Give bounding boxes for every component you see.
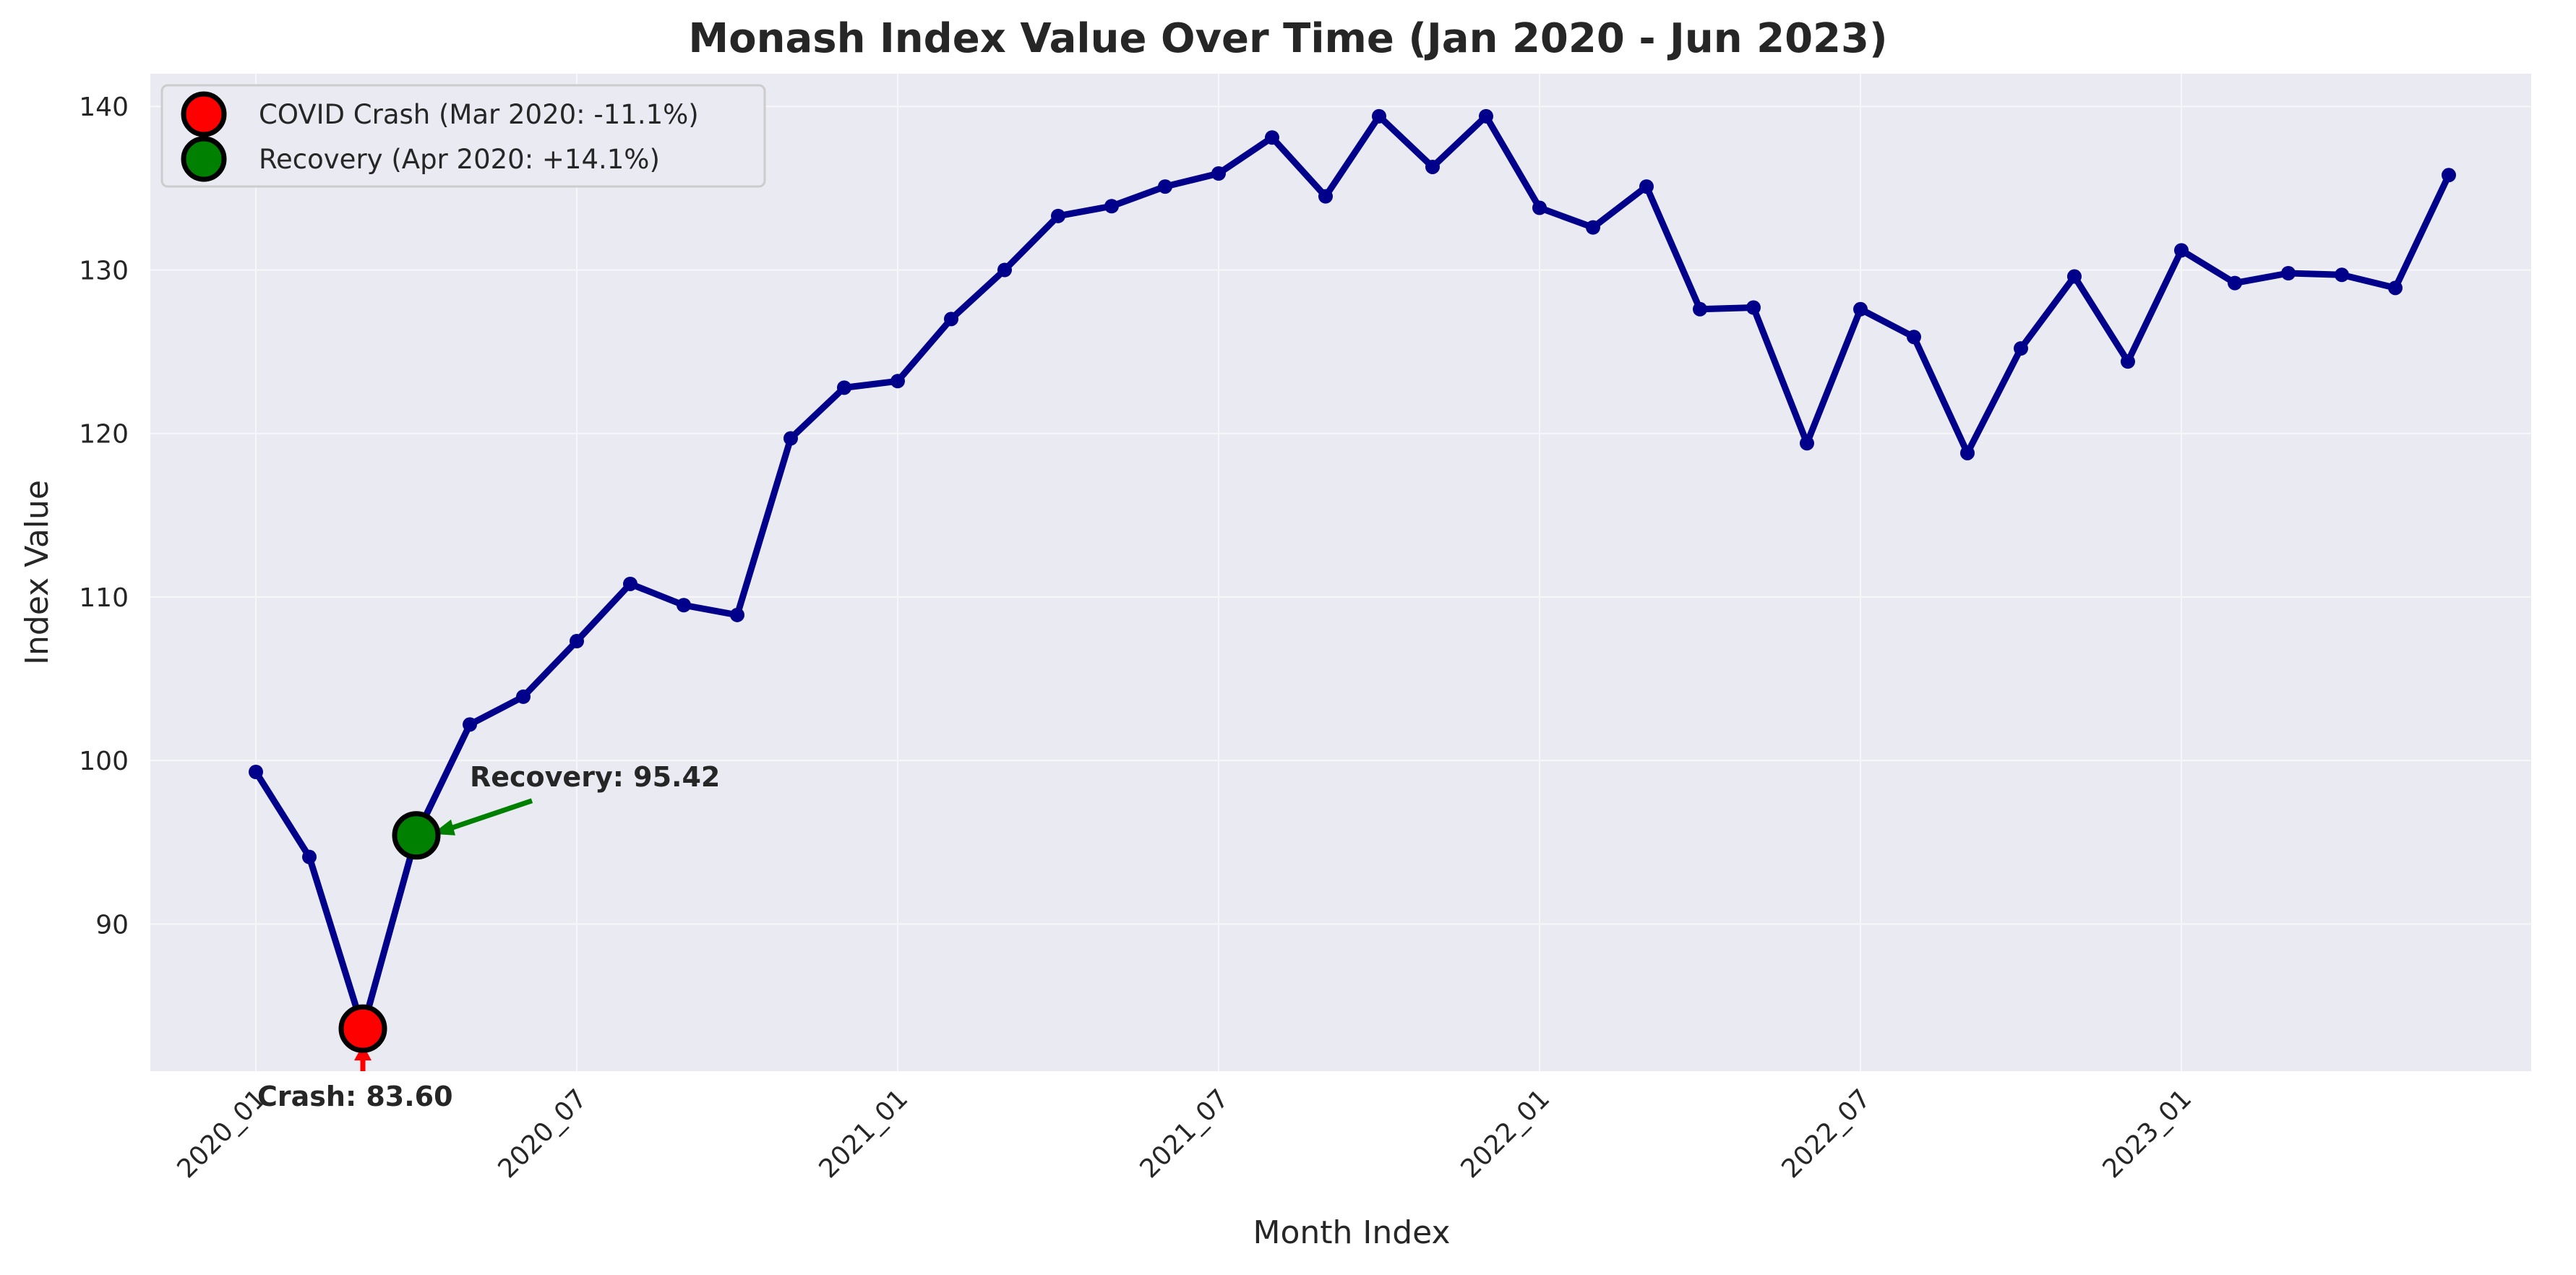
event-markers (338, 811, 441, 1053)
data-point (1211, 166, 1226, 181)
data-point (463, 717, 477, 732)
legend-box (160, 84, 766, 188)
x-tick-label: 2021_01 (813, 1083, 914, 1184)
data-point (1907, 330, 1921, 345)
data-point (1746, 300, 1761, 315)
legend: COVID Crash (Mar 2020: -11.1%) Recovery (… (160, 84, 766, 188)
recovery-annotation-label: Recovery: 95.42 (470, 761, 720, 793)
data-point (1853, 301, 1868, 317)
data-point (2281, 266, 2296, 280)
legend-recovery-label: Recovery (Apr 2020: +14.1%) (259, 144, 660, 175)
y-tick-label: 110 (79, 583, 129, 613)
y-axis-ticks: 90 100 110 120 130 140 (79, 93, 129, 940)
series-line (252, 113, 2452, 1032)
y-tick-label: 140 (79, 93, 129, 122)
data-point (2014, 341, 2028, 356)
data-point (1532, 200, 1547, 215)
data-point (2388, 280, 2403, 296)
recovery-arrow (441, 798, 533, 834)
x-axis-label: Month Index (1253, 1214, 1450, 1251)
annotations: Crash: 83.60 Recovery: 95.42 (257, 761, 720, 1112)
data-point (1158, 179, 1172, 194)
data-point (2228, 275, 2242, 291)
legend-crash-label: COVID Crash (Mar 2020: -11.1%) (259, 99, 699, 130)
data-point (944, 312, 958, 327)
x-tick-label: 2022_07 (1776, 1083, 1876, 1184)
data-point (890, 374, 905, 389)
data-point (1104, 199, 1119, 214)
data-point (1479, 108, 1493, 124)
y-tick-label: 130 (79, 256, 129, 286)
y-tick-label: 100 (79, 747, 129, 776)
data-point (623, 576, 637, 591)
y-axis-label: Index Value (19, 480, 56, 665)
data-point (1960, 445, 1975, 460)
legend-crash-marker (181, 91, 227, 137)
data-point (783, 431, 798, 446)
data-point (997, 262, 1012, 278)
y-tick-label: 90 (95, 910, 129, 940)
data-point (2174, 243, 2189, 258)
x-axis-ticks: 2020_01 2020_07 2021_01 2021_07 2022_01 2022_… (171, 1083, 2197, 1184)
plot-background (150, 74, 2531, 1071)
crash-annotation-label: Crash: 83.60 (257, 1081, 453, 1112)
data-point (1051, 208, 1065, 223)
x-tick-label: 2020_07 (492, 1083, 593, 1184)
data-point (1372, 108, 1386, 124)
data-point (1800, 436, 1814, 451)
x-tick-label: 2021_07 (1134, 1083, 1235, 1184)
data-point (1586, 220, 1600, 235)
data-point (570, 634, 584, 649)
crash-marker (338, 1004, 387, 1053)
data-point (302, 849, 317, 864)
data-point (2442, 168, 2456, 183)
recovery-marker (392, 811, 441, 860)
data-point (1693, 301, 1707, 317)
x-tick-label: 2023_01 (2097, 1083, 2197, 1184)
x-tick-label: 2022_01 (1455, 1083, 1555, 1184)
data-point (1318, 189, 1333, 204)
chart-title: Monash Index Value Over Time (Jan 2020 -… (688, 15, 1887, 62)
data-point (677, 598, 691, 613)
data-point (2335, 267, 2349, 283)
data-point (1265, 130, 1279, 145)
series-polyline (252, 113, 2452, 1032)
data-point (2067, 269, 2082, 284)
y-tick-label: 120 (79, 420, 129, 450)
data-point (2121, 354, 2135, 369)
data-point (1639, 179, 1654, 194)
data-point (249, 765, 263, 779)
data-point (516, 689, 531, 704)
data-point (730, 607, 744, 622)
legend-recovery-marker (181, 136, 227, 182)
data-point (1425, 159, 1440, 174)
data-point (837, 380, 851, 395)
